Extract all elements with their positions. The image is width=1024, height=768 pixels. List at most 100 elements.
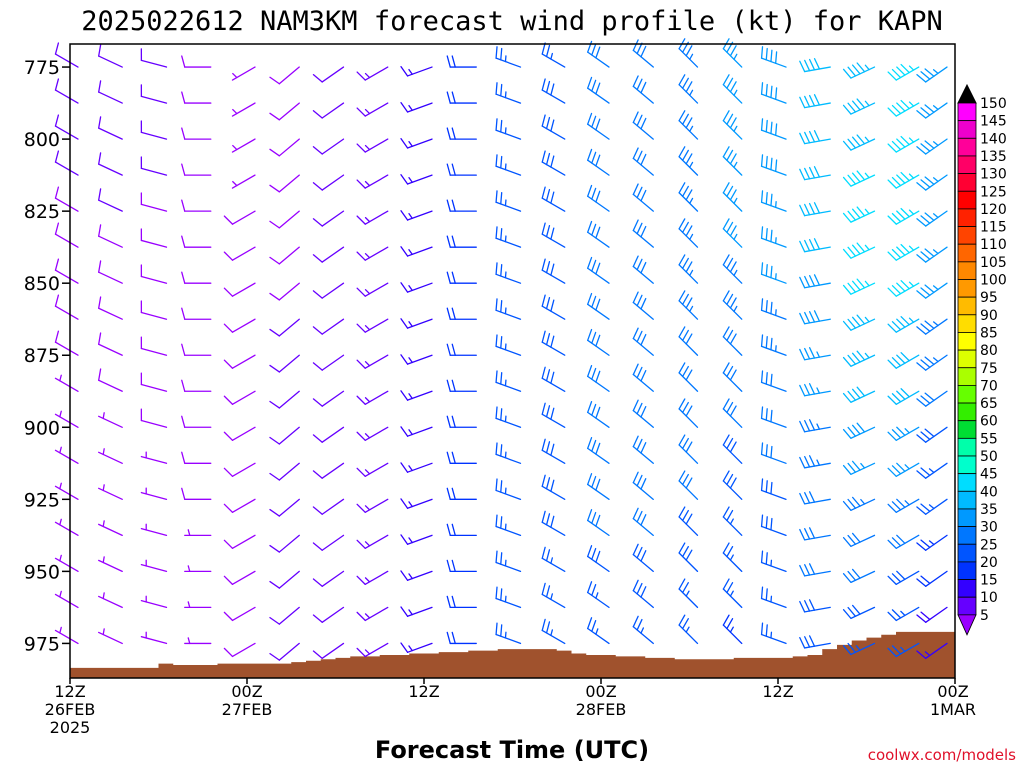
colorbar-label: 15 — [980, 573, 998, 589]
barb-staff — [278, 426, 300, 445]
barb-staff — [321, 138, 345, 155]
barb-half-feather — [928, 468, 935, 474]
barb-full-feather — [98, 44, 102, 57]
wind-barb — [495, 118, 522, 140]
wind-barb — [446, 523, 477, 536]
barb-full-feather — [916, 650, 927, 659]
wind-barb — [541, 186, 566, 212]
wind-barb — [842, 532, 876, 547]
barb-full-feather — [98, 332, 102, 345]
barb-full-feather — [678, 254, 686, 266]
wind-barb — [799, 527, 831, 541]
barb-full-feather — [847, 606, 857, 617]
wind-barb — [312, 246, 345, 263]
barb-full-feather — [400, 390, 409, 401]
wind-barb — [400, 282, 433, 293]
wind-barb — [54, 42, 79, 68]
barb-staff — [98, 163, 123, 176]
barb-full-feather — [181, 271, 186, 284]
wind-barb — [632, 255, 654, 284]
barb-full-feather — [891, 321, 902, 331]
barb-full-feather — [181, 487, 186, 500]
barb-full-feather — [682, 581, 689, 594]
colorbar-label: 45 — [980, 467, 998, 483]
wind-barb — [98, 260, 123, 284]
wind-barb — [140, 48, 168, 68]
barb-full-feather — [682, 185, 689, 197]
barb-full-feather — [446, 487, 451, 500]
barb-full-feather — [887, 215, 897, 225]
wind-barb — [98, 152, 123, 176]
barb-full-feather — [591, 439, 597, 452]
barb-full-feather — [808, 419, 816, 431]
barb-full-feather — [920, 575, 931, 585]
barb-full-feather — [678, 362, 686, 374]
wind-barb — [916, 570, 948, 587]
barb-full-feather — [896, 246, 906, 256]
barb-full-feather — [591, 403, 597, 416]
barb-half-feather — [816, 423, 821, 430]
barb-full-feather — [722, 290, 730, 302]
barb-half-feather — [900, 646, 906, 653]
barb-full-feather — [685, 477, 693, 489]
barb-full-feather — [682, 149, 689, 161]
wind-barb — [54, 590, 79, 609]
wind-barb — [587, 328, 610, 356]
barb-half-feather — [550, 52, 553, 60]
barb-full-feather — [896, 534, 906, 544]
wind-barb — [400, 390, 433, 401]
barb-full-feather — [636, 546, 643, 559]
colorbar-segment — [957, 243, 977, 263]
barb-full-feather — [920, 143, 931, 152]
barb-full-feather — [269, 328, 280, 337]
barb-full-feather — [847, 462, 857, 473]
barb-full-feather — [775, 123, 778, 136]
barb-full-feather — [640, 117, 647, 130]
barb-full-feather — [726, 221, 734, 233]
barb-full-feather — [451, 307, 456, 320]
barb-full-feather — [356, 359, 366, 369]
colorbar-segment — [957, 473, 977, 492]
wind-barb — [269, 246, 300, 265]
barb-full-feather — [500, 336, 503, 349]
barb-half-feather — [364, 505, 371, 511]
barb-full-feather — [682, 509, 689, 522]
barb-full-feather — [729, 225, 737, 237]
wind-barb — [356, 534, 389, 549]
barb-half-feather — [408, 285, 413, 292]
barb-staff — [231, 462, 256, 477]
barb-staff — [54, 89, 79, 104]
barb-full-feather — [495, 226, 498, 239]
colorbar-segment — [957, 155, 977, 174]
barb-staff — [321, 282, 345, 299]
barb-staff — [278, 246, 300, 265]
barb-full-feather — [550, 119, 555, 132]
barb-full-feather — [632, 291, 639, 304]
barb-half-feather — [908, 317, 915, 323]
barb-full-feather — [545, 44, 551, 58]
barb-full-feather — [223, 215, 234, 225]
barb-full-feather — [842, 284, 852, 295]
barb-full-feather — [54, 186, 60, 199]
barb-half-feather — [932, 249, 939, 255]
barb-full-feather — [181, 127, 186, 140]
barb-half-feather — [932, 321, 939, 327]
wind-barb — [678, 146, 699, 176]
barb-full-feather — [851, 136, 861, 147]
barb-full-feather — [550, 407, 555, 420]
wind-barb — [400, 426, 433, 437]
barb-full-feather — [446, 55, 451, 68]
barb-full-feather — [808, 635, 816, 647]
barb-full-feather — [887, 107, 897, 117]
barb-full-feather — [851, 424, 861, 435]
barb-full-feather — [900, 135, 910, 146]
barb-full-feather — [545, 585, 551, 598]
wind-barb — [799, 58, 831, 73]
barb-full-feather — [808, 275, 816, 287]
wind-barb — [269, 534, 300, 553]
wind-barb — [587, 148, 610, 176]
barb-full-feather — [799, 492, 806, 505]
barb-full-feather — [924, 392, 935, 402]
x-tick-label: 28FEB — [576, 700, 627, 719]
barb-half-feather — [59, 482, 62, 490]
